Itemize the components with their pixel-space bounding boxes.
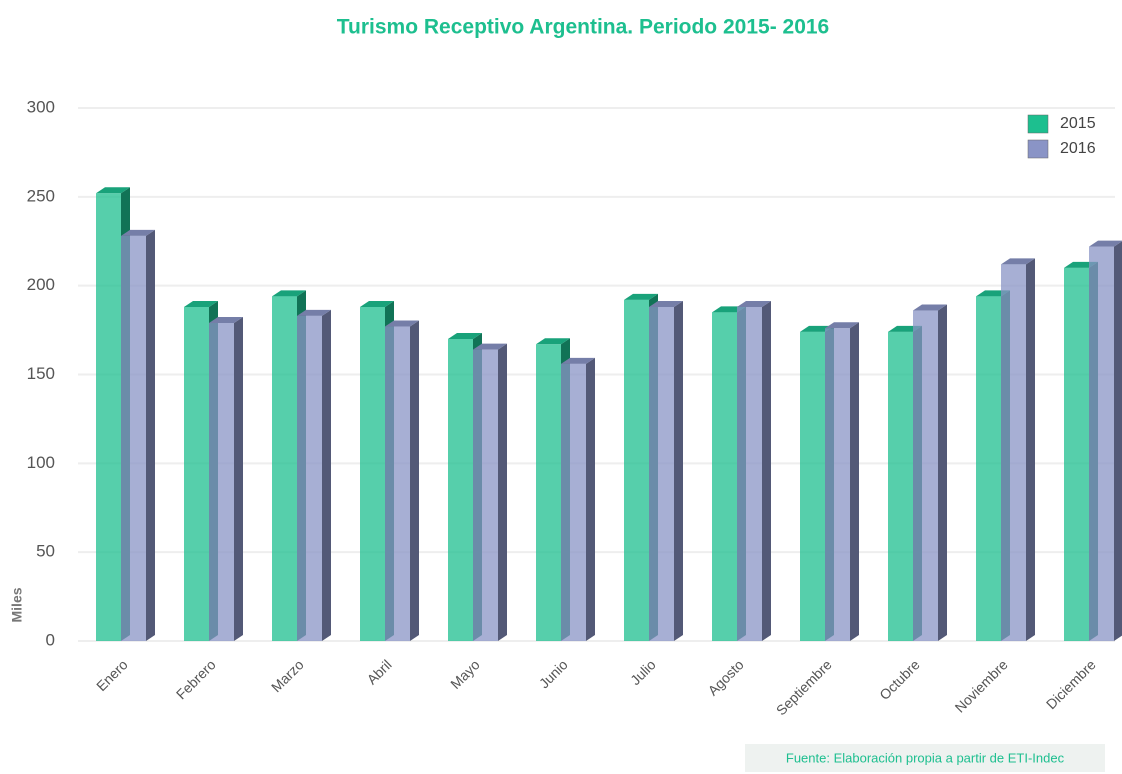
bar-side (674, 300, 683, 641)
x-tick-label: Mayo (447, 656, 483, 692)
x-tick-label: Junio (536, 656, 571, 691)
bar-top (297, 309, 331, 316)
bar (121, 235, 146, 642)
bar (1089, 246, 1114, 641)
source: Fuente: Elaboración propia a partir de E… (786, 750, 1065, 765)
bar (737, 306, 762, 641)
bar (473, 349, 498, 641)
bar-side (1026, 258, 1035, 641)
bar-side (498, 343, 507, 641)
bar (297, 315, 322, 641)
x-tick-label: Julio (627, 656, 659, 688)
y-tick-label: 100 (27, 453, 55, 472)
y-tick-label: 300 (27, 97, 55, 116)
bar (561, 363, 586, 641)
legend-label: 2015 (1060, 115, 1096, 132)
x-tick-label: Enero (93, 656, 131, 694)
y-axis-label: Miles (9, 587, 25, 622)
bar-top (913, 304, 947, 311)
bar (1064, 267, 1089, 641)
bar (184, 306, 209, 641)
bar (800, 331, 825, 641)
bar-side (234, 316, 243, 641)
bar-side (410, 320, 419, 641)
source-box (745, 744, 1105, 772)
legend-label: 2016 (1060, 140, 1096, 157)
bar (96, 193, 121, 641)
y-tick-label: 0 (46, 630, 55, 649)
x-tick-label: Abril (364, 656, 395, 687)
bar-top (649, 300, 683, 307)
bar-side (938, 304, 947, 641)
bar-top (737, 300, 771, 307)
bar-top (448, 332, 482, 339)
bar-top (272, 290, 306, 297)
bar-top (184, 300, 218, 307)
bar (624, 299, 649, 641)
bar (1001, 264, 1026, 641)
legend-swatch (1027, 114, 1049, 134)
bar (360, 306, 385, 641)
bar-side (1114, 241, 1122, 641)
bar-side (146, 229, 155, 642)
legend-swatch (1027, 139, 1049, 159)
bar-top (624, 293, 658, 300)
bar (976, 296, 1001, 641)
bar-top (385, 320, 419, 327)
bar-top (209, 316, 243, 323)
y-tick-label: 50 (36, 542, 55, 561)
bar-top (473, 343, 507, 350)
bar-top (360, 300, 394, 307)
bar (209, 322, 234, 641)
x-tick-label: Noviembre (952, 656, 1011, 715)
y-tick-label: 150 (27, 364, 55, 383)
x-tick-label: Febrero (173, 656, 219, 702)
bar (712, 312, 737, 641)
y-tick-label: 200 (27, 275, 55, 294)
bar (825, 328, 850, 641)
bar-side (850, 322, 859, 641)
bar-top (1089, 240, 1122, 247)
bar-side (762, 300, 771, 641)
chart-title: Turismo Receptivo Argentina. Periodo 201… (337, 16, 830, 39)
bar (913, 310, 938, 641)
bar-top (536, 338, 570, 345)
x-tick-label: Diciembre (1043, 656, 1099, 712)
bar-top (121, 229, 155, 236)
bar (536, 344, 561, 641)
x-tick-label: Marzo (268, 656, 307, 695)
x-tick-label: Agosto (705, 656, 747, 698)
bar-side (322, 309, 331, 641)
bar (888, 331, 913, 641)
bar-top (561, 357, 595, 364)
bar (649, 306, 674, 641)
bar-top (825, 322, 859, 329)
bar-top (96, 187, 130, 194)
x-tick-label: Septiembre (773, 656, 835, 718)
bar (385, 326, 410, 641)
x-tick-label: Octubre (876, 656, 923, 703)
y-tick-label: 250 (27, 186, 55, 205)
bar-top (1001, 258, 1035, 265)
bar (272, 296, 297, 641)
bar-side (586, 357, 595, 641)
bar (448, 338, 473, 641)
